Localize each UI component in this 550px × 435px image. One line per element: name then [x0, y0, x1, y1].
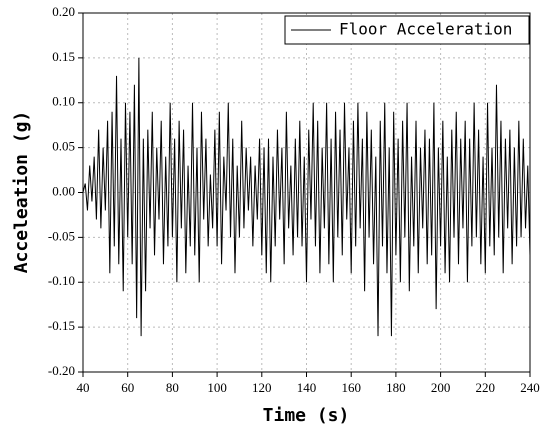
x-tick-label: 60 [121, 380, 134, 395]
x-tick-label: 160 [341, 380, 361, 395]
y-tick-label: -0.15 [48, 318, 75, 333]
y-tick-label: -0.10 [48, 273, 75, 288]
x-tick-label: 80 [166, 380, 179, 395]
x-tick-label: 200 [431, 380, 451, 395]
x-tick-label: 180 [386, 380, 406, 395]
y-tick-label: -0.20 [48, 363, 75, 378]
x-tick-label: 240 [520, 380, 540, 395]
y-axis-title: Acceleation (g) [11, 111, 32, 274]
y-tick-label: 0.05 [52, 139, 75, 154]
legend-label: Floor Acceleration [339, 20, 512, 39]
y-tick-label: 0.15 [52, 49, 75, 64]
x-tick-label: 140 [297, 380, 317, 395]
x-tick-label: 100 [207, 380, 227, 395]
x-tick-label: 220 [476, 380, 496, 395]
x-tick-label: 40 [77, 380, 90, 395]
line-series [82, 57, 531, 337]
x-axis-title: Time (s) [263, 405, 350, 426]
x-tick-label: 120 [252, 380, 272, 395]
y-tick-label: 0.10 [52, 94, 75, 109]
y-tick-label: 0.00 [52, 183, 75, 198]
y-tick-label: 0.20 [52, 4, 75, 19]
y-tick-label: -0.05 [48, 228, 75, 243]
